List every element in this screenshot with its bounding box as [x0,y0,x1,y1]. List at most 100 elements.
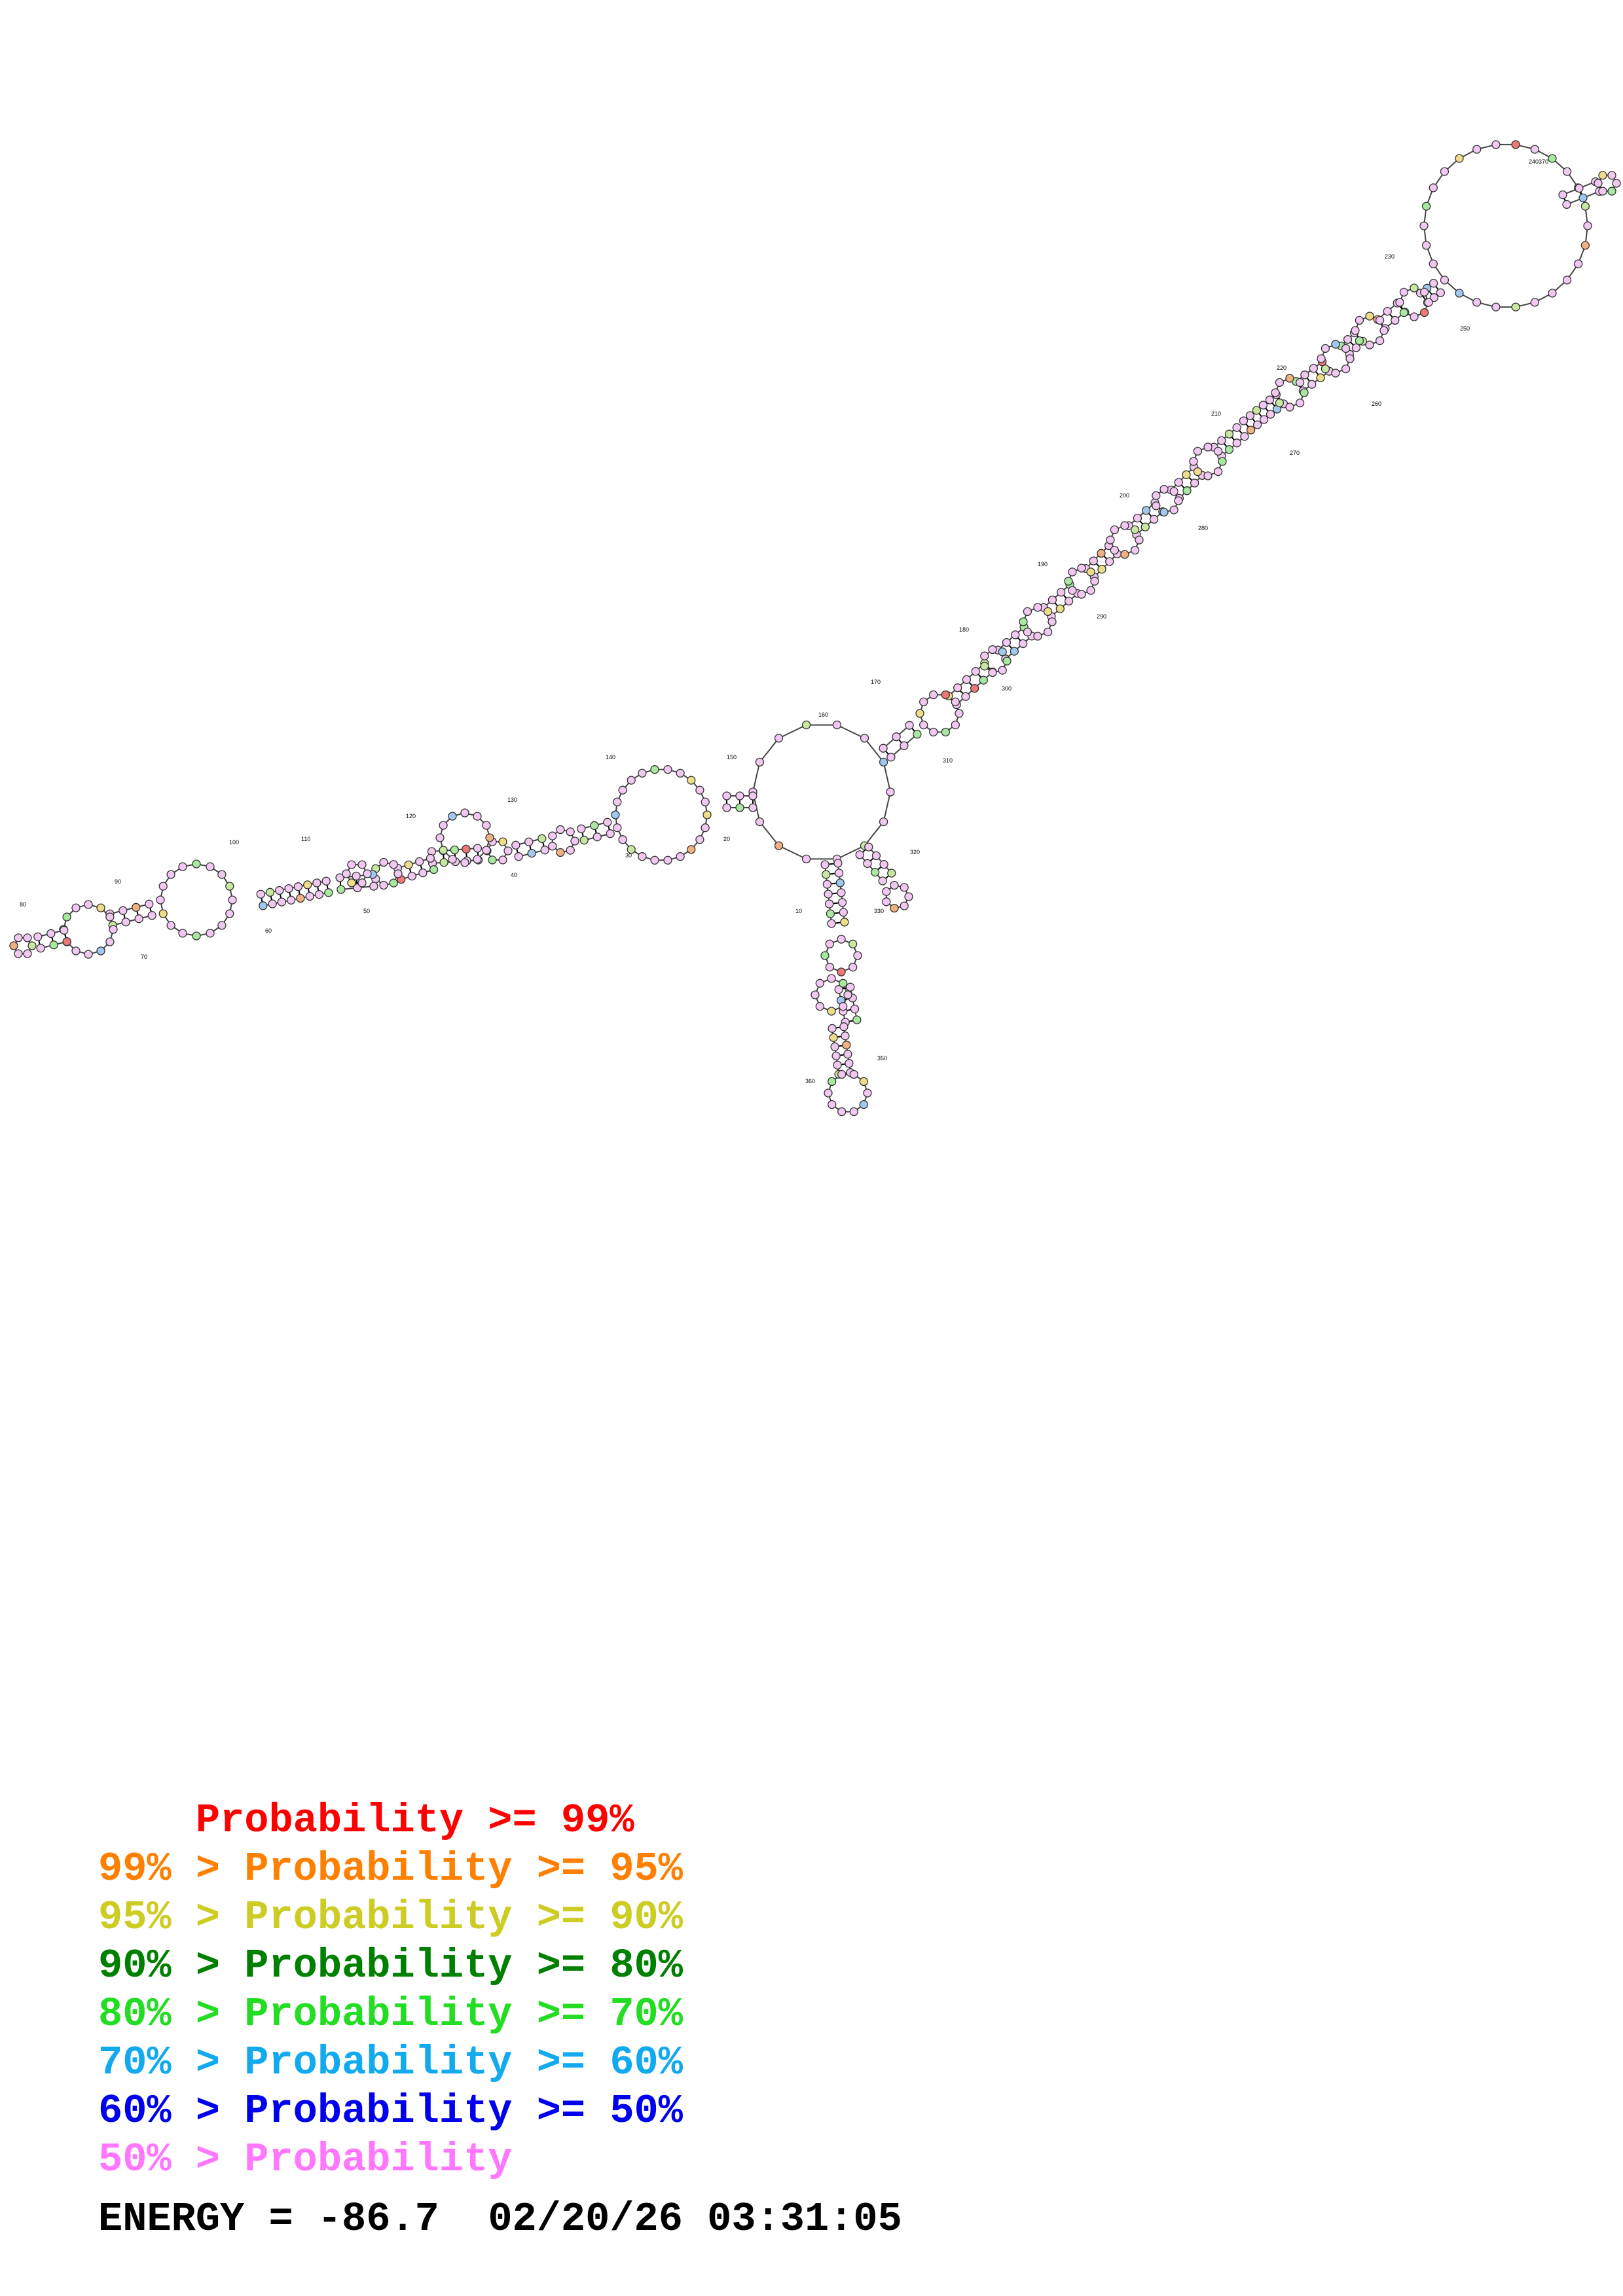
nucleotide-node [820,951,830,960]
position-label: 180 [959,626,969,633]
nucleotide-node [524,837,534,846]
nucleotide-node [62,937,71,946]
nucleotide-node [701,797,710,806]
nucleotide-node [158,909,168,918]
nucleotide-node [1419,221,1429,230]
nucleotide-node [811,990,820,999]
nucleotide-node [1300,370,1309,380]
position-label: 230 [1385,253,1395,260]
nucleotide-node [842,1041,851,1050]
nucleotide-node [801,854,811,864]
nucleotide-node [870,867,880,877]
legend-prefix: 90% > [98,1943,245,1989]
position-label: 40 [511,872,517,878]
nucleotide-node [305,891,314,901]
backbone [864,738,884,763]
nucleotide-node [1410,312,1419,321]
nucleotide-node [650,765,659,774]
nucleotide-node [1218,457,1227,466]
nucleotide-node [687,845,696,854]
nucleotide-node [1090,577,1099,586]
nucleotide-node [859,1077,868,1086]
nucleotide-node [988,645,997,655]
nucleotide-node [1265,395,1275,404]
nucleotide-node [837,935,846,944]
nucleotide-node [488,855,497,865]
nucleotide-node [1106,535,1115,545]
nucleotide-node [839,1002,848,1011]
nucleotide-node [1399,287,1409,297]
nucleotide-node [748,791,757,800]
nucleotide-node [1232,423,1241,432]
nucleotide-node [828,1024,837,1033]
nucleotide-node [638,852,647,861]
legend-row: 70% > Probability >= 60% [98,2039,683,2087]
nucleotide-node [1018,639,1028,649]
nucleotide-node [755,757,765,767]
nucleotide-node [846,982,855,992]
nucleotide-node [1002,656,1012,666]
nucleotide-node [548,831,557,840]
nucleotide-node [14,933,23,942]
nucleotide-node [145,899,154,908]
nucleotide-node [1511,302,1520,312]
nucleotide-node [839,1022,848,1031]
nucleotide-node [1174,478,1183,487]
legend-prefix: 95% > [98,1894,245,1941]
nucleotide-node [36,944,45,953]
backbone [759,821,780,846]
legend-prefix: 60% > [98,2088,245,2134]
nucleotide-node [980,651,989,660]
nucleotide-node [109,925,118,934]
nucleotide-node [676,852,685,861]
backbone [836,724,865,739]
nucleotide-node [134,914,143,924]
nucleotide-node [1558,190,1567,200]
nucleotide-node [49,941,58,950]
nucleotide-node [577,824,586,833]
nucleotide-node [1391,315,1400,325]
nucleotide-node [1548,289,1557,298]
nucleotide-node [837,888,846,897]
position-label: 280 [1198,525,1208,531]
nucleotide-node [827,919,836,928]
nucleotide-node [429,865,439,874]
nucleotide-node [404,860,413,870]
nucleotide-node [27,941,37,950]
nucleotide-node [1232,439,1241,448]
nucleotide-node [833,1060,842,1069]
timestamp: 02/20/26 03:31:05 [488,2196,902,2242]
backbone [883,762,891,793]
nucleotide-node [1169,487,1178,496]
nucleotide-node [1379,326,1389,335]
nucleotide-node [1077,564,1086,573]
nucleotide-node [833,859,843,868]
position-label: 80 [20,901,26,908]
nucleotide-node [998,666,1007,675]
nucleotide-node [882,897,891,906]
nucleotide-node [955,709,964,718]
nucleotide-node [1472,298,1482,307]
nucleotide-node [941,690,950,700]
nucleotide-node [827,1007,836,1016]
position-label: 130 [507,797,517,803]
nucleotide-node [980,662,989,671]
nucleotide-node [825,939,834,948]
nucleotide-node [1174,496,1183,505]
nucleotide-node [71,903,81,912]
nucleotide-node [158,882,168,891]
nucleotide-node [1019,617,1028,626]
nucleotide-node [613,823,622,833]
nucleotide-node [1105,557,1114,566]
nucleotide-node [1365,312,1374,321]
nucleotide-node [815,1002,824,1011]
position-label: 70 [141,954,147,960]
nucleotide-node [379,880,388,890]
nucleotide-node [473,812,482,821]
legend-text: Probability >= 95% [244,1846,683,1892]
nucleotide-node [618,835,627,844]
nucleotide-node [268,899,277,908]
nucleotide-node [335,873,344,882]
position-label: 60 [265,927,272,934]
nucleotide-node [1097,565,1106,574]
